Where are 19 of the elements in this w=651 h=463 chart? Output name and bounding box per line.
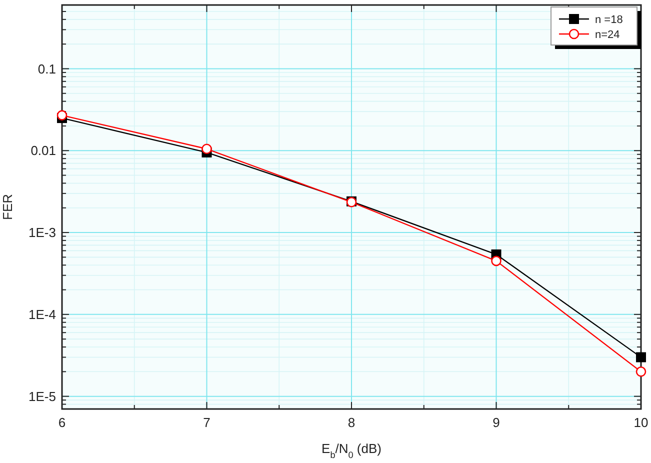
y-tick-label: 0.1: [38, 61, 56, 76]
legend-label: n=24: [595, 28, 620, 41]
y-axis-title: FER: [0, 194, 15, 220]
x-tick-label: 10: [634, 415, 648, 430]
y-tick-label: 1E-4: [28, 306, 56, 322]
y-tick-label: 0.01: [30, 143, 56, 158]
point: [636, 352, 646, 362]
x-axis-title: E$_{b}$/N$_{0}$ (dB): [322, 441, 382, 460]
x-tick-label: 9: [492, 415, 500, 430]
y-tick-label: 1E-3: [28, 225, 56, 240]
y-tick-label: 1E-5: [28, 388, 56, 404]
point: [202, 144, 212, 154]
x-tick-label: 7: [203, 415, 210, 430]
point: [491, 256, 502, 266]
x-tick-label: 8: [348, 415, 356, 430]
x-tick-label: 6: [58, 415, 66, 430]
point: [636, 366, 646, 377]
point: [56, 110, 68, 120]
legend-label: n =18: [595, 14, 623, 26]
